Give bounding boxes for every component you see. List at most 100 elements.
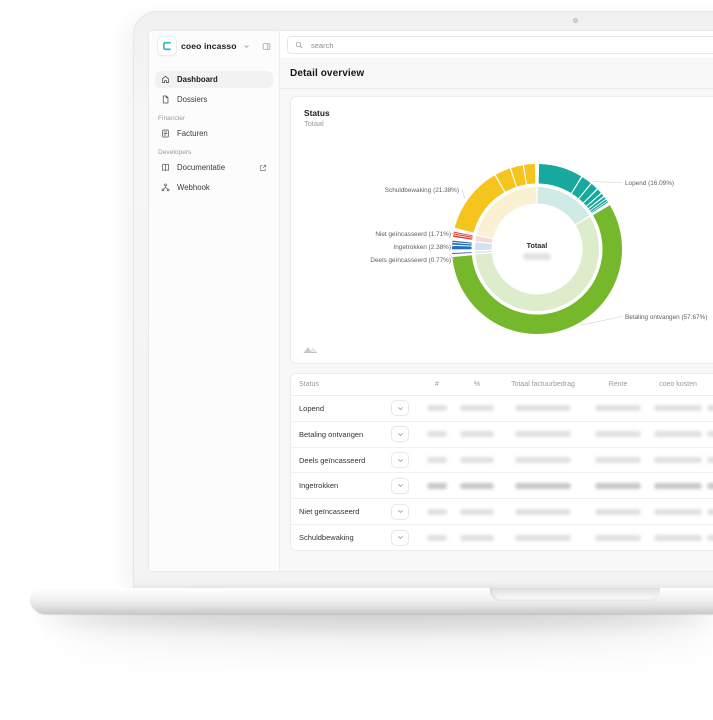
redacted-value <box>460 534 494 541</box>
redacted-value <box>460 457 494 464</box>
redacted-value <box>654 431 702 438</box>
sidebar-item-facturen[interactable]: Facturen <box>155 125 273 142</box>
donut-segment-4[interactable] <box>452 235 473 240</box>
row-status-label: Deels geïncasseerd <box>299 455 366 465</box>
redacted-value <box>515 405 571 412</box>
redacted-value <box>460 405 494 412</box>
redacted-value <box>707 431 713 438</box>
main-content: Detail overview Status Totaal Lopend (16… <box>280 58 713 571</box>
donut-segment-5[interactable] <box>454 175 505 233</box>
donut-segment-0[interactable] <box>590 199 608 212</box>
donut-segment-5[interactable] <box>495 168 517 192</box>
donut-segment-3[interactable] <box>451 245 472 250</box>
donut-callout-line <box>593 181 623 183</box>
topbar <box>280 31 713 59</box>
table-row-deels-ge-ncasseerd: Deels geïncasseerd <box>291 448 713 474</box>
search-input[interactable] <box>309 39 713 51</box>
redacted-value <box>515 508 571 515</box>
status-table-card: Status #% Totaal factuurbedrag Rente coeo ko… <box>290 373 713 551</box>
sidebar-item-label: Dossiers <box>177 95 208 104</box>
donut-segment-0[interactable] <box>588 197 606 211</box>
donut-segment-0[interactable] <box>571 177 591 199</box>
redacted-value <box>595 457 641 464</box>
search-box[interactable] <box>287 36 713 54</box>
chevron-down-icon <box>243 43 250 50</box>
row-expand-button[interactable] <box>391 529 409 546</box>
donut-segment-4[interactable] <box>453 233 473 238</box>
row-expand-button[interactable] <box>391 452 409 469</box>
status-donut-chart[interactable]: Lopend (16.09%) Betaling ontvangen (57.67… <box>291 97 713 361</box>
donut-segment-0[interactable] <box>591 201 609 214</box>
donut-callout-line <box>580 316 623 326</box>
donut-segment-0[interactable] <box>579 183 597 203</box>
redacted-value <box>654 405 702 412</box>
redacted-value <box>654 482 702 489</box>
sidebar-item-label: Facturen <box>177 129 208 138</box>
table-row-schuldbewaking: Schuldbewaking <box>291 525 713 550</box>
donut-inner-segment-2[interactable] <box>475 250 492 254</box>
column-header-status: Status <box>299 381 319 388</box>
table-row-betaling-ontvangen: Betaling ontvangen <box>291 422 713 448</box>
donut-inner-segment-0[interactable] <box>537 187 590 225</box>
laptop-camera-dot <box>573 18 578 23</box>
donut-segment-0[interactable] <box>586 193 604 209</box>
redacted-value <box>427 431 447 438</box>
redacted-value <box>595 508 641 515</box>
donut-segment-3[interactable] <box>452 242 472 246</box>
sidebar-collapse-icon[interactable] <box>262 42 271 51</box>
redacted-value <box>515 534 571 541</box>
donut-segment-3[interactable] <box>452 240 472 244</box>
sidebar-item-dashboard[interactable]: Dashboard <box>155 71 273 88</box>
donut-callout-label: Deels geïncasseerd (0.77%) <box>370 257 451 264</box>
external-link-icon[interactable] <box>259 164 267 172</box>
donut-segment-5[interactable] <box>511 165 526 187</box>
row-expand-button[interactable] <box>391 503 409 520</box>
sparkline-icon[interactable] <box>303 345 321 354</box>
redacted-value <box>595 482 641 489</box>
donut-inner-segment-5[interactable] <box>476 187 537 239</box>
donut-segment-0[interactable] <box>538 164 582 194</box>
donut-callout-label: Schuldbewaking (21.38%) <box>385 187 459 194</box>
sidebar-item-webhook[interactable]: Webhook <box>155 179 273 196</box>
sidebar-section-label: Financier <box>158 115 186 122</box>
redacted-value <box>654 534 702 541</box>
invoice-icon <box>161 129 170 138</box>
donut-center-value-redacted <box>523 253 551 260</box>
column-header--: # <box>435 381 439 388</box>
sidebar-item-documentatie[interactable]: Documentatie <box>155 159 273 176</box>
redacted-value <box>460 482 494 489</box>
row-expand-button[interactable] <box>391 477 409 494</box>
sidebar-item-label: Documentatie <box>177 163 226 172</box>
sidebar-item-dossiers[interactable]: Dossiers <box>155 91 273 108</box>
donut-segment-2[interactable] <box>452 252 472 255</box>
donut-callout-line <box>449 244 455 247</box>
donut-center-label: Totaal <box>527 241 548 250</box>
sidebar-item-label: Webhook <box>177 183 210 192</box>
row-expand-button[interactable] <box>391 400 409 417</box>
row-status-label: Betaling ontvangen <box>299 429 364 439</box>
donut-callout-label: Lopend (16.09%) <box>625 180 674 187</box>
redacted-value <box>515 457 571 464</box>
redacted-value <box>707 534 713 541</box>
laptop-frame: coeo incasso Dashboard Dossiers Financier F… <box>133 11 713 589</box>
donut-segment-5[interactable] <box>524 164 536 185</box>
donut-inner-segment-3[interactable] <box>475 242 492 251</box>
webhook-icon <box>161 183 170 192</box>
donut-segment-4[interactable] <box>453 231 473 237</box>
row-expand-button[interactable] <box>391 426 409 443</box>
chart-title: Status <box>304 108 330 118</box>
redacted-value <box>654 508 702 515</box>
redacted-value <box>595 534 641 541</box>
status-chart-card: Status Totaal Lopend (16.09%) Betaling on… <box>290 96 713 364</box>
laptop-base-notch <box>490 588 660 601</box>
donut-inner-segment-4[interactable] <box>475 235 493 243</box>
page-title: Detail overview <box>290 67 365 79</box>
workspace-switcher[interactable]: coeo incasso <box>149 31 279 55</box>
donut-segment-1[interactable] <box>452 205 623 335</box>
row-status-label: Niet geïncasseerd <box>299 507 360 517</box>
workspace-name: coeo incasso <box>181 41 237 51</box>
donut-inner-segment-1[interactable] <box>475 216 599 312</box>
table-header: Status #% Totaal factuurbedrag Rente coeo ko… <box>291 374 713 396</box>
donut-segment-0[interactable] <box>583 189 601 206</box>
